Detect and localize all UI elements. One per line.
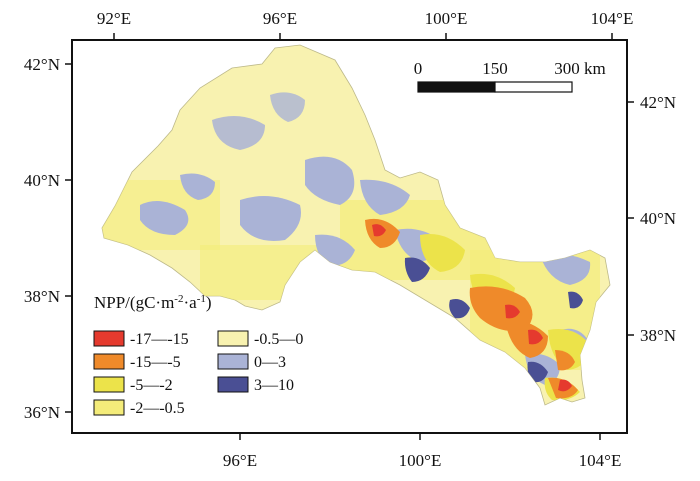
legend-swatch <box>217 330 249 347</box>
left-tick-label: 42°N <box>24 55 60 74</box>
top-tick-label: 96°E <box>263 9 297 28</box>
top-tick-label: 92°E <box>97 9 131 28</box>
legend-label: -2—-0.5 <box>130 400 185 417</box>
legend-label: -17—-15 <box>130 331 189 348</box>
scale-label: 0 <box>414 59 423 78</box>
legend-label: 3—10 <box>254 377 294 394</box>
legend-swatch <box>93 376 125 393</box>
legend-swatch <box>93 353 125 370</box>
left-tick-label: 38°N <box>24 287 60 306</box>
legend-label: -15—-5 <box>130 354 181 371</box>
bottom-tick-label: 96°E <box>223 451 257 470</box>
right-tick-label: 38°N <box>640 326 676 345</box>
right-tick-label: 40°N <box>640 209 676 228</box>
legend-swatch <box>217 353 249 370</box>
scale-bar-white-segment <box>494 81 573 93</box>
bottom-tick-label: 100°E <box>399 451 442 470</box>
legend-swatch <box>93 330 125 347</box>
bottom-tick-label: 104°E <box>579 451 622 470</box>
legend-label: -0.5—0 <box>254 331 303 348</box>
right-tick-label: 42°N <box>640 93 676 112</box>
tick-marks <box>65 33 634 440</box>
legend-swatch <box>217 376 249 393</box>
top-tick-label: 100°E <box>425 9 468 28</box>
legend-label: 0—3 <box>254 354 286 371</box>
top-tick-label: 104°E <box>591 9 634 28</box>
scale-label: 150 <box>482 59 508 78</box>
left-tick-label: 36°N <box>24 403 60 422</box>
legend-swatch <box>93 399 125 416</box>
legend: NPP/(gC·m-2·a-1) -17—-15 -15—-5 -5—-2 -2… <box>93 293 303 417</box>
scale-bar: 0 150 300 km <box>414 59 606 93</box>
legend-title: NPP/(gC·m-2·a-1) <box>94 293 212 312</box>
scale-bar-black-segment <box>417 81 496 93</box>
left-tick-label: 40°N <box>24 171 60 190</box>
legend-label: -5—-2 <box>130 377 173 394</box>
scale-label: 300 km <box>554 59 605 78</box>
